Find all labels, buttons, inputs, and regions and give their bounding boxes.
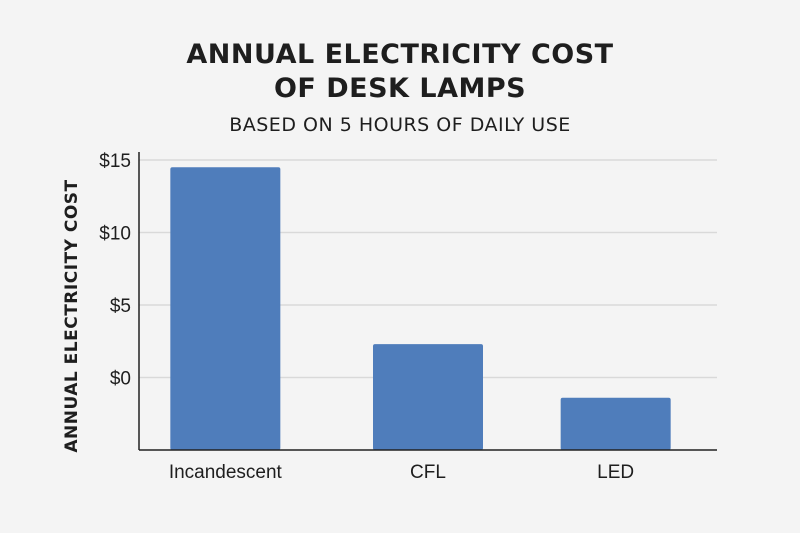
chart-title-line-1: ANNUAL ELECTRICITY COST xyxy=(186,39,614,70)
y-axis-label: ANNUAL ELECTRICITY COST xyxy=(62,179,82,452)
y-tick-label: $15 xyxy=(99,151,131,172)
bar-led xyxy=(560,397,671,450)
y-tick-label: $0 xyxy=(110,369,131,390)
chart-subtitle: BASED ON 5 HOURS OF DAILY USE xyxy=(229,114,571,136)
bar-cfl xyxy=(373,344,483,450)
x-tick-label: Incandescent xyxy=(169,462,283,483)
bar-incandescent xyxy=(170,167,281,450)
x-tick-label: LED xyxy=(597,462,634,483)
y-tick-label: $5 xyxy=(110,296,131,317)
y-tick-label: $10 xyxy=(99,224,131,245)
chart-title: ANNUAL ELECTRICITY COST OF DESK LAMPS xyxy=(0,38,800,106)
x-tick-label: CFL xyxy=(410,462,446,483)
chart-title-line-2: OF DESK LAMPS xyxy=(273,73,527,104)
